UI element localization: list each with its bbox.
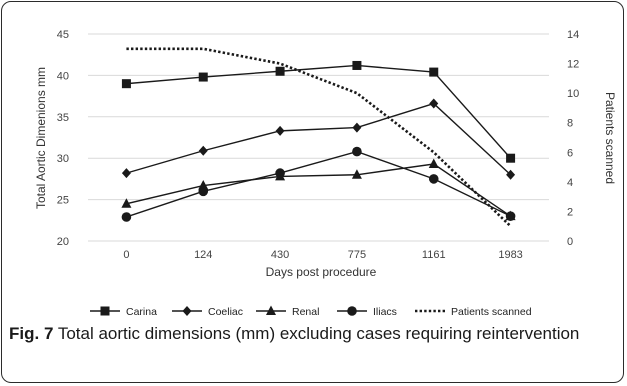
series-line	[126, 163, 511, 217]
y-tick-label: 35	[57, 112, 69, 124]
y-tick-label: 30	[57, 153, 69, 165]
series-iliacs	[121, 146, 516, 222]
data-point-diamond	[352, 122, 362, 133]
data-point-circle	[352, 146, 362, 157]
y2-axis-title: Patients scanned	[603, 92, 617, 184]
legend-label: Renal	[292, 306, 319, 318]
series-line	[126, 102, 512, 176]
data-point-circle	[275, 168, 285, 178]
data-point-triangle	[121, 198, 132, 208]
legend-label: Coeliac	[208, 306, 243, 318]
y-tick-label: 45	[57, 29, 69, 41]
legend-marker-triangle	[266, 305, 276, 315]
data-point-square	[506, 153, 516, 163]
x-tick-label: 1983	[498, 249, 522, 261]
data-point-circle	[428, 174, 439, 184]
data-point-square	[352, 60, 362, 70]
y2-tick-label: 4	[567, 177, 573, 189]
y-axis-title: Total Aortic Dimenions mm	[34, 67, 48, 209]
y-axis-ticks: 20 25 30 35 40 45	[57, 29, 69, 248]
y2-tick-label: 8	[567, 118, 573, 130]
data-point-square	[121, 79, 131, 89]
y-tick-label: 40	[57, 70, 69, 82]
legend: Carina Coeliac Renal Iliacs Patients scanned	[90, 305, 532, 318]
data-point-diamond	[429, 98, 439, 109]
y2-axis-ticks: 0 2 4 6 8 10 12 14	[567, 29, 579, 248]
legend-label: Carina	[126, 306, 157, 318]
data-point-diamond	[275, 125, 285, 136]
series-line	[126, 150, 511, 218]
data-point-diamond	[506, 169, 516, 180]
data-point-square	[429, 67, 439, 77]
y2-tick-label: 2	[567, 206, 573, 218]
x-tick-label: 775	[348, 249, 366, 261]
legend-item: Patients scanned	[415, 306, 532, 318]
series-carina	[121, 60, 516, 163]
caption-label: Fig. 7	[9, 324, 54, 343]
data-point-square	[198, 72, 208, 82]
data-point-circle	[121, 212, 132, 222]
y-tick-label: 25	[57, 195, 69, 207]
y2-tick-label: 10	[567, 88, 579, 100]
legend-item: Coeliac	[172, 306, 243, 318]
legend-marker-circle	[347, 306, 357, 316]
y2-tick-label: 6	[567, 147, 573, 159]
data-point-triangle	[351, 169, 362, 179]
legend-marker-square	[100, 306, 110, 316]
caption-text: Total aortic dimensions (mm) excluding c…	[53, 324, 580, 343]
legend-item: Carina	[90, 306, 157, 318]
x-tick-label: 430	[271, 249, 289, 261]
legend-marker-diamond	[182, 306, 192, 316]
figure-caption: Fig. 7 Total aortic dimensions (mm) excl…	[9, 323, 609, 344]
x-tick-label: 0	[123, 249, 129, 261]
x-axis-ticks: 0 124 430 775 1161 1983	[123, 249, 522, 261]
data-point-triangle	[198, 180, 209, 190]
y2-tick-label: 12	[567, 59, 579, 71]
legend-item: Renal	[256, 305, 319, 318]
x-tick-label: 1161	[422, 249, 446, 261]
x-axis-title: Days post procedure	[266, 265, 377, 279]
data-point-circle	[198, 186, 209, 197]
y2-tick-label: 0	[567, 236, 573, 248]
y-tick-label: 20	[57, 236, 69, 248]
data-point-diamond	[121, 168, 131, 179]
data-point-square	[275, 66, 285, 76]
legend-label: Iliacs	[373, 306, 397, 318]
data-point-diamond	[198, 145, 208, 156]
series-coeliac	[121, 98, 516, 180]
legend-label: Patients scanned	[451, 306, 532, 318]
data-point-triangle	[428, 158, 439, 168]
grid-lines	[88, 33, 549, 242]
y2-tick-label: 14	[567, 29, 579, 41]
x-tick-label: 124	[194, 249, 212, 261]
series-lines	[121, 47, 516, 228]
legend-item: Iliacs	[337, 306, 397, 318]
series-line	[126, 64, 512, 159]
data-point-circle	[505, 211, 516, 221]
